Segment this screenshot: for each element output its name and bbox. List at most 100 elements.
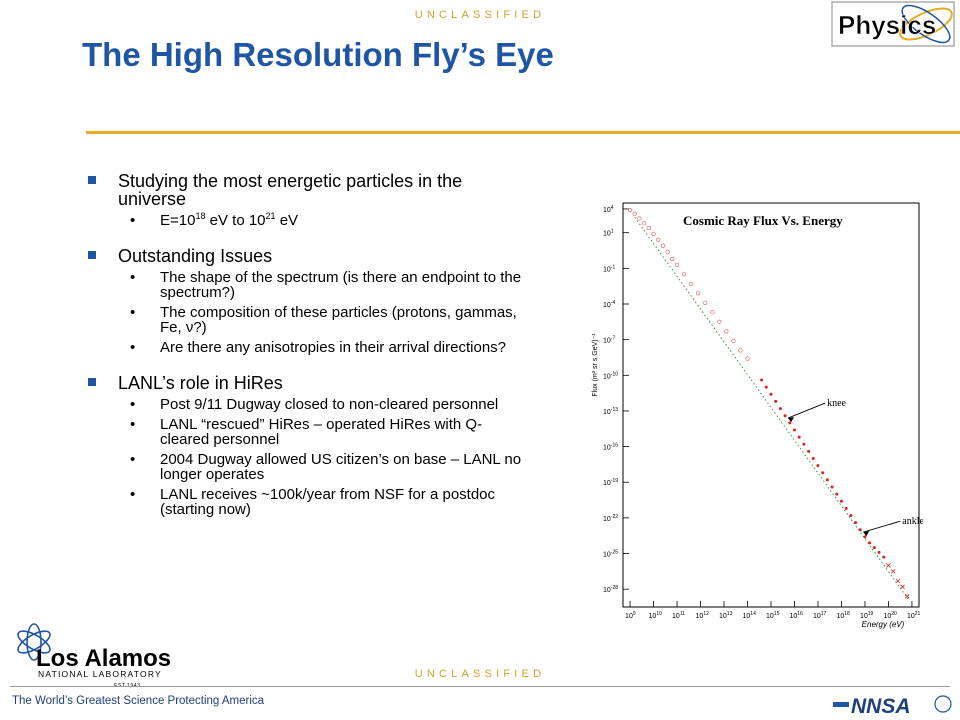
x-tick-label: 1017 (813, 611, 827, 620)
y-tick-label: 10-13 (603, 407, 618, 416)
data-point (774, 399, 778, 403)
annotation-label: ankle (902, 516, 923, 527)
dot-bullet-icon: • (130, 304, 136, 321)
dot-bullet-icon: • (130, 416, 136, 433)
data-point (724, 329, 729, 334)
data-point (764, 385, 768, 389)
data-point (825, 478, 829, 482)
y-axis-label: Flux (m² sr s GeV)⁻¹ (592, 333, 599, 397)
bullet-outstanding-issues: Outstanding Issues (88, 247, 528, 265)
x-tick-label: 1014 (743, 611, 757, 620)
data-point (849, 514, 853, 518)
annotation-arrow (863, 520, 901, 533)
square-bullet-icon (88, 176, 96, 184)
sub-bullet-2004-dugway: • 2004 Dugway allowed US citizen’s on bas… (130, 451, 522, 483)
square-bullet-icon (88, 378, 96, 386)
data-point (797, 435, 801, 439)
bullet-text: LANL’s role in HiRes (118, 373, 283, 393)
y-tick-label: 10-4 (603, 300, 615, 309)
sub-bullet-spectrum-shape: • The shape of the spectrum (is there an … (130, 269, 522, 301)
y-tick-label: 10-19 (603, 478, 618, 487)
bullet-content: Studying the most energetic particles in… (88, 172, 528, 517)
data-point (890, 569, 896, 574)
atom-orbit-icon (17, 623, 51, 661)
data-point (660, 243, 666, 248)
sub-bullet-energy-range: • E=1018 eV to 1021 eV (130, 211, 299, 229)
data-point (637, 216, 642, 221)
section-issues: Outstanding Issues • The shape of the spe… (88, 247, 528, 355)
lanl-tagline: The World’s Greatest Science Protecting … (12, 695, 265, 707)
x-tick-label: 1011 (672, 611, 685, 620)
data-point (844, 506, 848, 510)
arrowhead-icon (863, 531, 870, 537)
dot-bullet-icon: • (130, 269, 136, 286)
data-point (863, 535, 867, 539)
atom-orbit-icon (899, 7, 953, 41)
data-point (807, 449, 811, 453)
dot-bullet-icon: • (130, 451, 136, 468)
x-tick-label: 1020 (883, 611, 897, 620)
data-point (656, 237, 661, 242)
y-tick-label: 10-28 (603, 585, 618, 594)
data-point (670, 256, 675, 261)
data-point (646, 225, 651, 231)
data-point (802, 442, 806, 446)
data-point (665, 249, 670, 254)
data-point (627, 208, 633, 213)
classification-banner-top: UNCLASSIFIED (414, 9, 546, 21)
section-lanl-role: LANL’s role in HiRes • Post 9/11 Dugway c… (88, 374, 528, 517)
data-point (717, 319, 722, 324)
data-point (689, 281, 694, 286)
data-point (830, 485, 834, 489)
x-tick-label: 1010 (649, 611, 663, 620)
data-point (760, 378, 764, 382)
chart-title: Cosmic Ray Flux Vs. Energy (683, 213, 843, 228)
data-point (769, 392, 773, 396)
physics-logo-text: Physics (838, 10, 936, 40)
square-bullet-icon (88, 251, 96, 259)
data-point (731, 338, 736, 343)
data-point (811, 456, 815, 460)
data-point (788, 421, 792, 425)
dot-bullet-icon: • (130, 486, 136, 503)
data-point (792, 428, 796, 432)
y-tick-label: 10-22 (603, 514, 618, 523)
x-tick-label: 1019 (860, 611, 874, 620)
data-point (882, 555, 886, 559)
sub-bullet-anisotropies: • Are there any anisotropies in their arr… (130, 339, 507, 356)
data-point (745, 356, 750, 361)
data-point (674, 262, 680, 267)
x-tick-label: 1015 (766, 611, 780, 620)
data-point (839, 499, 843, 503)
slide-title: The High Resolution Fly’s Eye (82, 36, 554, 73)
y-tick-label: 10-16 (603, 443, 618, 452)
data-point (651, 231, 656, 236)
arrowhead-icon (788, 417, 795, 423)
x-tick-label: 1013 (719, 611, 733, 620)
y-tick-label: 101 (603, 229, 614, 238)
sub-bullet-lanl-rescued: • LANL “rescued” HiRes – operated HiRes w… (130, 416, 483, 448)
x-tick-label: 1012 (696, 611, 710, 620)
annotation-arrow (787, 402, 826, 419)
x-tick-label: 1021 (907, 611, 921, 620)
y-tick-label: 10-25 (603, 550, 618, 559)
footer-divider (10, 686, 950, 687)
dot-bullet-icon: • (130, 212, 136, 229)
dot-bullet-icon: • (130, 339, 136, 356)
bullet-lanl-role: LANL’s role in HiRes (88, 374, 528, 392)
data-point (821, 471, 825, 475)
data-point (738, 348, 743, 353)
data-point (710, 310, 715, 315)
nnsa-logo: NNSA (833, 695, 952, 718)
x-tick-label: 1016 (789, 611, 803, 620)
data-point (895, 578, 901, 584)
los-alamos-logo: Los Alamos NATIONAL LABORATORY EST.1943 … (12, 623, 265, 707)
physics-logo: Physics (831, 1, 955, 47)
data-point (816, 464, 820, 468)
data-point (872, 546, 876, 550)
data-point (868, 541, 872, 545)
section-studying: Studying the most energetic particles in… (88, 172, 528, 228)
data-point (632, 211, 637, 216)
nnsa-logo-text: NNSA (851, 695, 911, 718)
data-point (854, 521, 858, 525)
